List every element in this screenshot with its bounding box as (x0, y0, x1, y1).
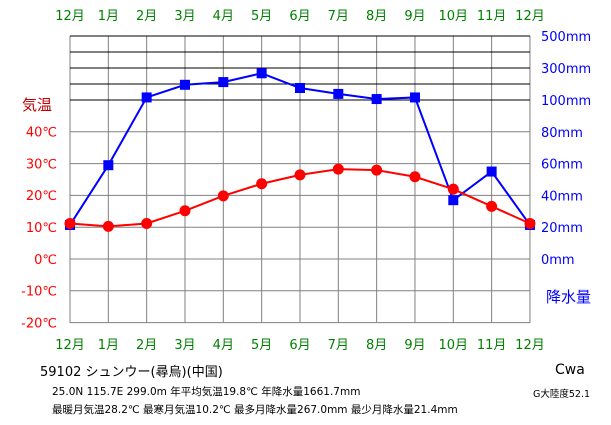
temperature-point (524, 218, 536, 230)
month-label-bottom: 10月 (439, 338, 469, 353)
precipitation-point (409, 92, 420, 103)
month-label-top: 2月 (136, 9, 157, 24)
temperature-tick-label: -10℃ (21, 285, 57, 300)
month-label-bottom: 2月 (136, 338, 157, 353)
precipitation-point (486, 166, 497, 177)
temperature-tick-label: 0℃ (34, 253, 57, 268)
precipitation-tick-label: 0mm (541, 253, 575, 268)
precipitation-tick-label: 500mm (541, 30, 591, 45)
station-stats-line-2: 最暖月気温28.2℃ 最寒月気温10.2℃ 最多月降水量267.0mm 最少月降… (52, 404, 458, 416)
month-label-top: 12月 (55, 9, 85, 24)
month-label-top: 3月 (174, 9, 195, 24)
month-label-top: 6月 (289, 9, 310, 24)
month-label-bottom: 3月 (174, 338, 195, 353)
temperature-point (409, 171, 421, 183)
precipitation-tick-label: 60mm (541, 158, 583, 173)
temperature-point (102, 220, 114, 232)
month-label-top: 11月 (477, 9, 507, 24)
temperature-series (64, 163, 536, 232)
temperature-point (371, 164, 383, 176)
month-label-top: 7月 (328, 9, 349, 24)
month-label-top: 8月 (366, 9, 387, 24)
month-label-top: 4月 (213, 9, 234, 24)
precipitation-point (179, 79, 190, 90)
temperature-tick-label: 40℃ (26, 126, 57, 141)
temperature-point (179, 205, 191, 217)
precipitation-point (294, 83, 305, 93)
month-labels-bottom: 12月 1月 2月 3月 4月 5月 6月 7月 8月 9月 10月 11月 12月 (55, 338, 545, 353)
precipitation-tick-label: 40mm (541, 189, 583, 204)
precipitation-point (103, 160, 114, 171)
precipitation-point (218, 77, 229, 88)
month-label-bottom: 7月 (328, 338, 349, 353)
precipitation-tick-labels: 0mm 20mm 40mm 60mm 80mm 100mm 300mm 500mm (541, 30, 591, 268)
temperature-point (217, 190, 229, 202)
month-label-bottom: 12月 (55, 338, 85, 353)
grid-lines (69, 35, 531, 324)
temperature-tick-labels: -20℃ -10℃ 0℃ 10℃ 20℃ 30℃ 40℃ (21, 126, 57, 332)
month-label-top: 12月 (515, 9, 545, 24)
precipitation-point (333, 88, 344, 99)
temperature-point (332, 163, 344, 175)
temperature-point (447, 183, 459, 195)
precipitation-axis-title: 降水量 (546, 288, 591, 306)
temperature-point (141, 218, 153, 230)
temperature-tick-label: 30℃ (26, 157, 57, 172)
month-label-top: 9月 (404, 9, 425, 24)
temperature-point (294, 169, 306, 181)
temperature-tick-label: 20℃ (26, 189, 57, 204)
precipitation-point (371, 94, 382, 105)
koppen-classification: Cwa (555, 362, 585, 378)
precipitation-point (448, 195, 459, 206)
precipitation-tick-label: 20mm (541, 221, 583, 236)
month-label-bottom: 1月 (98, 338, 119, 353)
month-label-top: 10月 (439, 9, 469, 24)
temperature-axis-title: 気温 (22, 96, 52, 114)
precipitation-tick-label: 100mm (541, 94, 591, 109)
temperature-tick-label: 10℃ (26, 221, 57, 236)
month-label-bottom: 4月 (213, 338, 234, 353)
continentality-label: G大陸度52.1 (533, 389, 591, 400)
precipitation-tick-label: 300mm (541, 62, 591, 77)
station-stats-line-1: 25.0N 115.7E 299.0m 年平均気温19.8℃ 年降水量1661.… (52, 386, 361, 398)
month-labels-top: 12月 1月 2月 3月 4月 5月 6月 7月 8月 9月 10月 11月 12月 (55, 9, 545, 24)
month-label-bottom: 5月 (251, 338, 272, 353)
precipitation-point (256, 68, 267, 79)
temperature-point (486, 200, 498, 212)
month-label-bottom: 11月 (477, 338, 507, 353)
month-label-top: 1月 (98, 9, 119, 24)
month-label-bottom: 12月 (515, 338, 545, 353)
month-label-bottom: 9月 (404, 338, 425, 353)
precipitation-point (141, 92, 152, 103)
temperature-point (64, 218, 76, 230)
station-name: 59102 シュンウー(尋烏)(中国) (40, 365, 223, 380)
precipitation-tick-label: 80mm (541, 126, 583, 141)
temperature-tick-label: -20℃ (21, 316, 57, 331)
month-label-top: 5月 (251, 9, 272, 24)
month-label-bottom: 6月 (289, 338, 310, 353)
temperature-point (256, 178, 268, 190)
month-label-bottom: 8月 (366, 338, 387, 353)
